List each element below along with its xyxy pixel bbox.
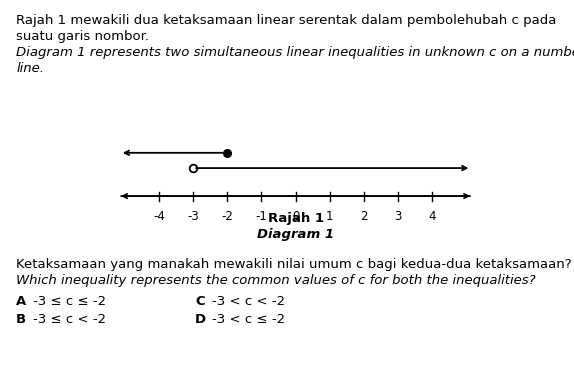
- Text: line.: line.: [16, 62, 44, 75]
- Text: -3 < c < -2: -3 < c < -2: [212, 295, 285, 308]
- Text: -3 ≤ c < -2: -3 ≤ c < -2: [33, 313, 106, 326]
- Text: -3: -3: [187, 210, 199, 223]
- Text: B: B: [16, 313, 26, 326]
- Text: Ketaksamaan yang manakah mewakili nilai umum c bagi kedua-dua ketaksamaan?: Ketaksamaan yang manakah mewakili nilai …: [16, 258, 572, 271]
- Text: Rajah 1 mewakili dua ketaksamaan linear serentak dalam pembolehubah c pada: Rajah 1 mewakili dua ketaksamaan linear …: [16, 14, 556, 27]
- Text: Which inequality represents the common values of c for both the inequalities?: Which inequality represents the common v…: [16, 274, 536, 287]
- Text: 4: 4: [428, 210, 436, 223]
- Text: Diagram 1: Diagram 1: [257, 228, 334, 241]
- Text: D: D: [195, 313, 206, 326]
- Text: -3 ≤ c ≤ -2: -3 ≤ c ≤ -2: [33, 295, 106, 308]
- Text: Rajah 1: Rajah 1: [267, 212, 324, 225]
- Text: 2: 2: [360, 210, 367, 223]
- Text: C: C: [195, 295, 205, 308]
- Text: A: A: [16, 295, 26, 308]
- Text: suatu garis nombor.: suatu garis nombor.: [16, 30, 149, 43]
- Text: -3 < c ≤ -2: -3 < c ≤ -2: [212, 313, 285, 326]
- Text: Diagram 1 represents two simultaneous linear inequalities in unknown c on a numb: Diagram 1 represents two simultaneous li…: [16, 46, 574, 59]
- Text: -4: -4: [153, 210, 165, 223]
- Text: -2: -2: [222, 210, 233, 223]
- Text: 0: 0: [292, 210, 299, 223]
- Text: 1: 1: [326, 210, 333, 223]
- Text: 3: 3: [394, 210, 402, 223]
- Text: -1: -1: [255, 210, 267, 223]
